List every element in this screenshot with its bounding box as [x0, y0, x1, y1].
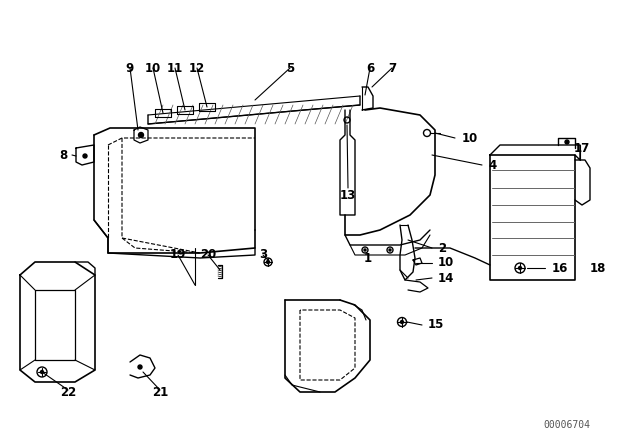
Text: 14: 14: [438, 271, 454, 284]
Text: 1: 1: [364, 251, 372, 264]
Circle shape: [389, 249, 391, 251]
Text: 7: 7: [388, 61, 396, 74]
Circle shape: [138, 133, 143, 138]
Circle shape: [518, 267, 522, 270]
Circle shape: [364, 249, 366, 251]
Circle shape: [138, 365, 142, 369]
Text: 12: 12: [189, 61, 205, 74]
Text: 00006704: 00006704: [543, 420, 590, 430]
Text: 9: 9: [126, 61, 134, 74]
Text: 21: 21: [152, 385, 168, 399]
Text: 2: 2: [438, 241, 446, 254]
Text: 22: 22: [60, 385, 76, 399]
Text: 4: 4: [488, 159, 496, 172]
Circle shape: [565, 140, 569, 144]
Text: 20: 20: [200, 249, 216, 262]
Text: 8: 8: [60, 148, 68, 161]
Text: 10: 10: [145, 61, 161, 74]
Text: 15: 15: [428, 319, 444, 332]
Text: 11: 11: [167, 61, 183, 74]
Text: 6: 6: [366, 61, 374, 74]
Text: 5: 5: [286, 61, 294, 74]
Text: 18: 18: [590, 262, 606, 275]
Text: 17: 17: [574, 142, 590, 155]
Text: 10: 10: [438, 257, 454, 270]
Text: 13: 13: [340, 189, 356, 202]
Circle shape: [401, 320, 403, 323]
Text: 10: 10: [462, 132, 478, 145]
Circle shape: [266, 260, 269, 263]
Text: 3: 3: [259, 249, 267, 262]
Text: 16: 16: [552, 262, 568, 275]
Circle shape: [40, 370, 44, 374]
Circle shape: [83, 154, 87, 158]
Text: 19: 19: [170, 249, 186, 262]
